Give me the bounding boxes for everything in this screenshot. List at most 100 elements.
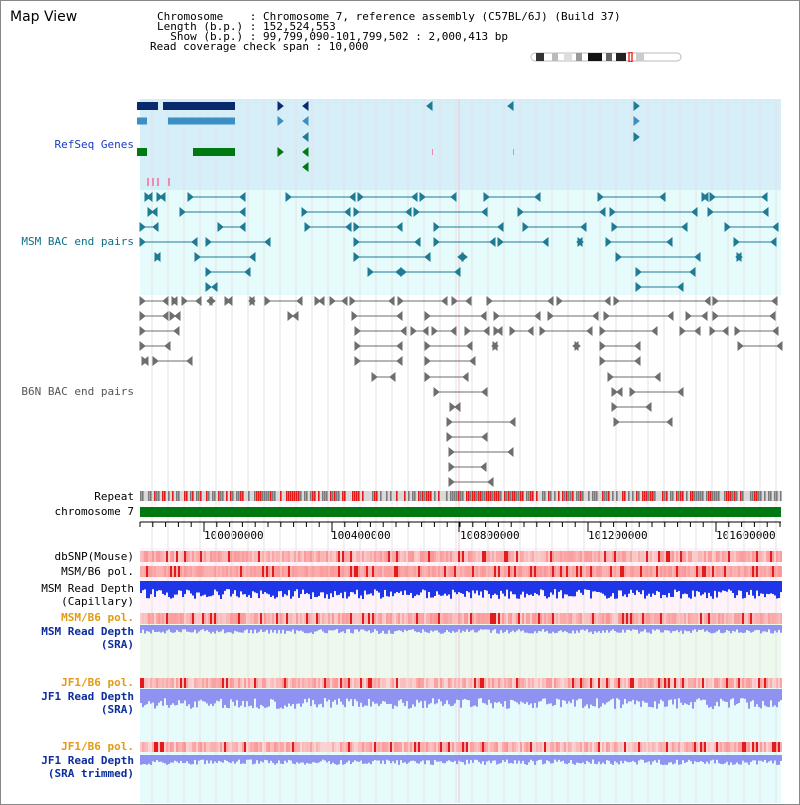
depth-bar xyxy=(712,689,714,709)
depth-bar xyxy=(554,625,556,634)
pol-heat-cell xyxy=(238,566,240,577)
pol-heat-cell xyxy=(290,613,292,624)
depth-bar xyxy=(464,689,466,699)
depth-bar xyxy=(774,581,776,596)
repeat-element xyxy=(754,491,756,501)
depth-bar xyxy=(516,755,518,764)
depth-bar xyxy=(682,689,684,706)
pol-heat-cell xyxy=(302,551,304,562)
pol-heat-cell xyxy=(432,678,434,688)
pol-heat-cell xyxy=(220,678,222,688)
pol-heat-cell xyxy=(306,613,308,624)
depth-bar xyxy=(584,689,586,707)
depth-bar xyxy=(778,689,780,702)
depth-bar xyxy=(652,581,654,594)
depth-bar xyxy=(442,625,444,634)
pol-heat-cell xyxy=(594,613,596,624)
pol-heat-cell xyxy=(728,613,730,624)
pol-heat-cell xyxy=(328,613,330,624)
depth-bar xyxy=(272,689,274,700)
depth-bar xyxy=(552,625,554,632)
depth-bar xyxy=(366,581,368,595)
depth-bar xyxy=(614,625,616,632)
depth-bar xyxy=(188,755,190,764)
depth-bar xyxy=(180,625,182,633)
depth-bar xyxy=(566,625,568,633)
depth-bar xyxy=(274,689,276,702)
msm-bac-pair-start xyxy=(483,191,490,203)
depth-bar xyxy=(322,755,324,760)
depth-bar xyxy=(520,755,522,764)
pol-heat-cell xyxy=(296,566,298,577)
depth-bar xyxy=(216,581,218,592)
depth-bar xyxy=(590,625,592,632)
depth-bar xyxy=(346,755,348,763)
pol-heat-cell xyxy=(626,613,628,624)
depth-bar xyxy=(290,755,292,761)
pol-heat-cell xyxy=(172,566,174,577)
pol-heat-cell xyxy=(212,566,214,577)
pol-heat-cell xyxy=(528,551,530,562)
pol-heat-cell xyxy=(736,551,738,562)
pol-heat-cell xyxy=(378,566,380,577)
pol-heat-cell xyxy=(350,566,352,577)
pol-heat-cell xyxy=(508,551,510,562)
b6n-bac-pair-end xyxy=(389,371,396,383)
b6n-bac-label[interactable]: B6N BAC end pairs xyxy=(21,385,134,398)
refseq-genes-label[interactable]: RefSeq Genes xyxy=(54,138,134,151)
pol-heat-cell xyxy=(486,613,488,624)
repeat-element xyxy=(718,491,720,501)
pol-heat-cell xyxy=(288,613,290,624)
pol-heat-cell xyxy=(450,613,452,624)
repeat-element xyxy=(322,491,324,501)
pol-heat-cell xyxy=(154,613,156,624)
pol-heat-cell xyxy=(194,742,196,752)
pol-heat-cell xyxy=(202,678,204,688)
pol-heat-cell xyxy=(636,566,638,577)
depth-bar xyxy=(200,581,202,597)
msm-bac-label[interactable]: MSM BAC end pairs xyxy=(21,235,134,248)
pol-heat-cell xyxy=(186,551,188,562)
depth-bar xyxy=(520,625,522,632)
pol-heat-cell xyxy=(720,678,722,688)
depth-bar xyxy=(672,581,674,597)
pol-heat-cell xyxy=(190,551,192,562)
pol-heat-cell xyxy=(760,551,762,562)
pol-heat-cell xyxy=(694,551,696,562)
pol-heat-cell xyxy=(602,551,604,562)
chromosome-ideogram[interactable] xyxy=(530,51,682,63)
depth-bar xyxy=(334,689,336,700)
pol-heat-cell xyxy=(624,613,626,624)
depth-bar xyxy=(672,689,674,705)
pol-heat-cell xyxy=(754,678,756,688)
pol-heat-cell xyxy=(608,742,610,752)
pol-heat-cell xyxy=(758,613,760,624)
pol-heat-cell xyxy=(658,551,660,562)
depth-bar xyxy=(522,689,524,703)
depth-bar xyxy=(760,755,762,761)
depth-bar xyxy=(270,625,272,630)
depth-bar xyxy=(604,689,606,705)
depth-bar xyxy=(244,689,246,708)
depth-bar xyxy=(204,689,206,702)
pol-heat-cell xyxy=(146,566,148,577)
b6n-bac-pair-start xyxy=(629,386,636,398)
pol-heat-cell xyxy=(718,742,720,752)
depth-bar xyxy=(346,689,348,699)
depth-bar xyxy=(364,689,366,706)
repeat-element xyxy=(296,491,298,501)
repeat-element xyxy=(456,491,458,501)
pol-heat-cell xyxy=(320,613,322,624)
depth-bar xyxy=(384,689,386,702)
pol-heat-cell xyxy=(274,742,276,752)
depth-bar xyxy=(540,689,542,702)
depth-bar xyxy=(752,755,754,761)
msm-bac-pair-start xyxy=(733,236,740,248)
pol-heat-cell xyxy=(178,551,180,562)
depth-bar xyxy=(408,689,410,709)
pol-heat-cell xyxy=(582,613,584,624)
pol-heat-cell xyxy=(390,551,392,562)
depth-bar xyxy=(714,755,716,764)
msm-bac-pair-start xyxy=(709,191,716,203)
